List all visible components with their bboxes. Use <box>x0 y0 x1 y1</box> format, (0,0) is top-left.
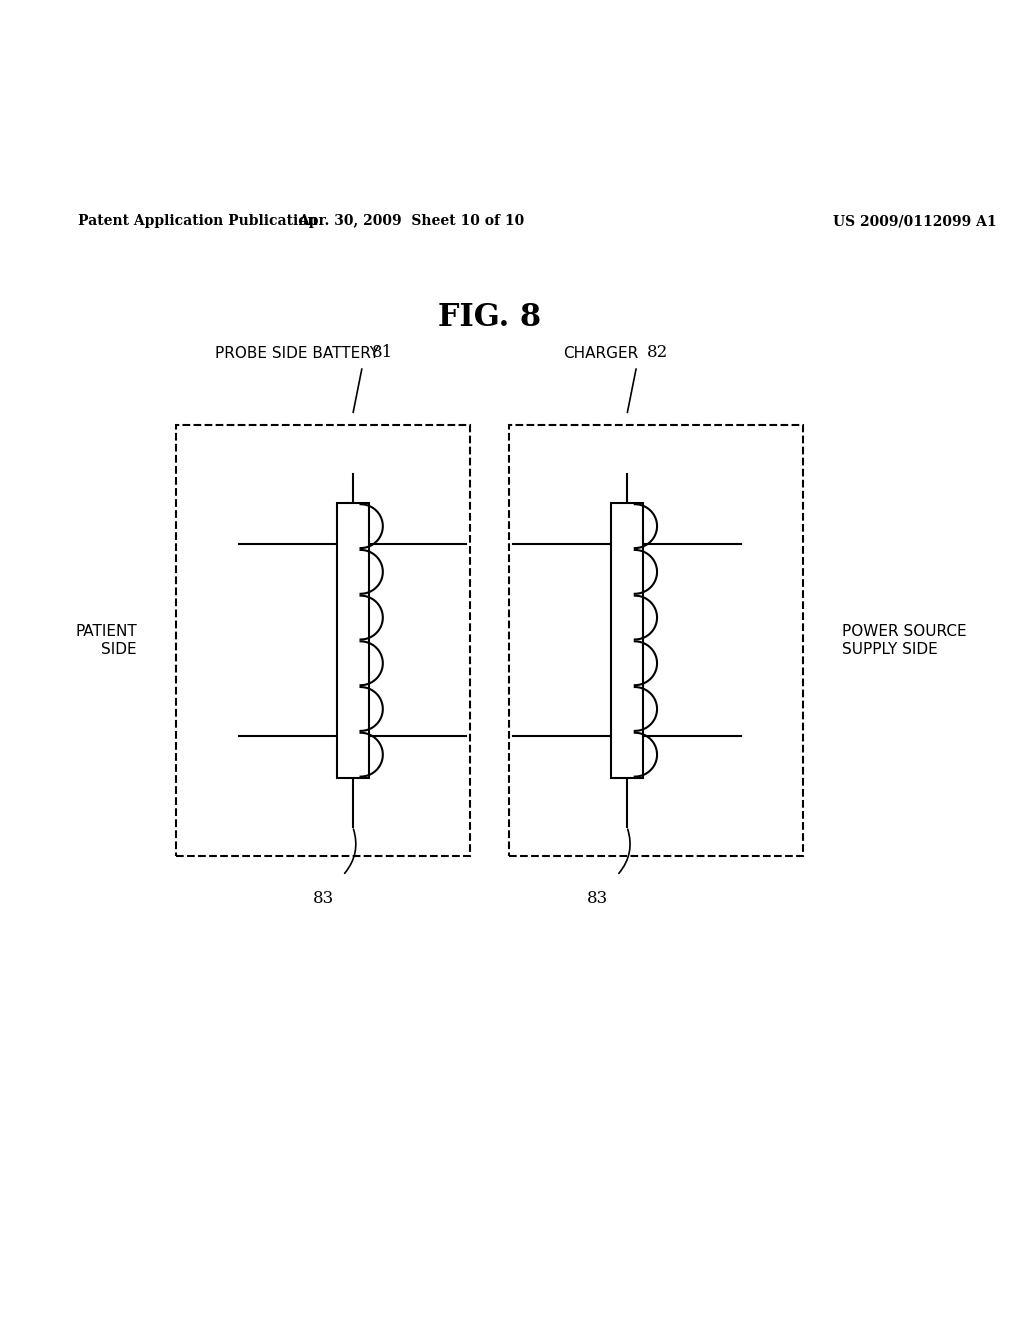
Text: POWER SOURCE
SUPPLY SIDE: POWER SOURCE SUPPLY SIDE <box>843 624 967 656</box>
Text: US 2009/0112099 A1: US 2009/0112099 A1 <box>833 214 996 228</box>
Text: 83: 83 <box>587 890 608 907</box>
Bar <box>611 503 643 777</box>
Bar <box>509 425 803 855</box>
Text: 81: 81 <box>372 345 393 362</box>
Text: 82: 82 <box>646 345 668 362</box>
Text: PATIENT
SIDE: PATIENT SIDE <box>76 624 137 656</box>
Bar <box>337 503 369 777</box>
Text: Patent Application Publication: Patent Application Publication <box>79 214 318 228</box>
Text: 83: 83 <box>312 890 334 907</box>
Text: FIG. 8: FIG. 8 <box>438 302 542 333</box>
Bar <box>176 425 470 855</box>
Text: CHARGER: CHARGER <box>563 346 638 362</box>
Text: Apr. 30, 2009  Sheet 10 of 10: Apr. 30, 2009 Sheet 10 of 10 <box>298 214 524 228</box>
Text: PROBE SIDE BATTERY: PROBE SIDE BATTERY <box>215 346 380 362</box>
